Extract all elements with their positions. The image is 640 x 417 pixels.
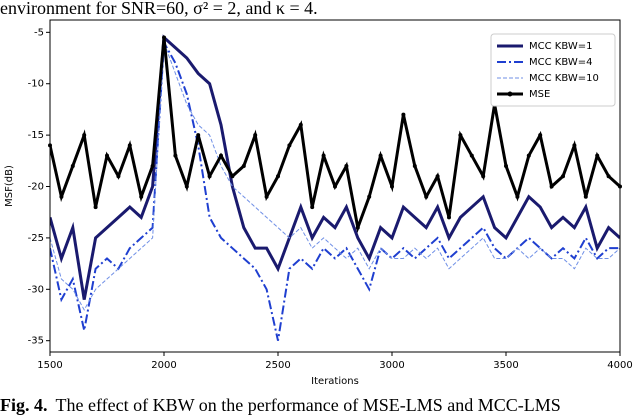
legend-marker bbox=[507, 91, 513, 97]
series-marker bbox=[82, 133, 87, 138]
series-marker bbox=[606, 174, 611, 179]
series-marker bbox=[344, 163, 349, 168]
series-marker bbox=[207, 174, 212, 179]
series-marker bbox=[504, 163, 508, 168]
series-marker bbox=[549, 184, 554, 189]
series-line bbox=[50, 34, 620, 300]
x-tick-label: 2000 bbox=[151, 360, 176, 371]
series-marker bbox=[93, 205, 98, 210]
series-marker bbox=[59, 194, 64, 199]
series-marker bbox=[321, 153, 326, 158]
series-marker bbox=[572, 143, 577, 148]
caption-text: The effect of KBW on the performance of … bbox=[56, 395, 561, 415]
series-line bbox=[50, 39, 620, 341]
plot-frame bbox=[49, 19, 621, 353]
y-tick-label: -25 bbox=[28, 233, 44, 244]
series-marker bbox=[561, 174, 565, 179]
series-marker bbox=[458, 133, 463, 138]
x-tick-label: 2500 bbox=[265, 360, 290, 371]
series-marker bbox=[253, 133, 258, 138]
legend-label: MSE bbox=[529, 89, 550, 100]
series-marker bbox=[390, 184, 394, 189]
series-marker bbox=[367, 194, 372, 199]
series-marker bbox=[105, 153, 109, 158]
series-marker bbox=[310, 205, 315, 210]
series-marker bbox=[355, 225, 360, 230]
x-tick-label: 4000 bbox=[607, 360, 632, 371]
series-marker bbox=[287, 143, 292, 148]
series-marker bbox=[150, 163, 155, 168]
series-marker bbox=[412, 163, 417, 168]
series-marker bbox=[139, 194, 144, 199]
series-marker bbox=[184, 184, 189, 189]
series-marker bbox=[526, 153, 531, 158]
caption-label: Fig. 4. bbox=[0, 395, 48, 415]
series-marker bbox=[424, 194, 429, 199]
y-tick-label: -30 bbox=[28, 284, 44, 295]
legend-label: MCC KBW=10 bbox=[529, 73, 599, 84]
y-tick-label: -20 bbox=[28, 182, 44, 193]
series-line bbox=[50, 42, 620, 311]
x-axis-label: Iterations bbox=[311, 376, 359, 387]
series-marker bbox=[127, 143, 132, 148]
series-marker bbox=[173, 153, 178, 158]
series-marker bbox=[401, 112, 406, 117]
series-marker bbox=[264, 194, 269, 199]
series-marker bbox=[219, 153, 223, 158]
series-marker bbox=[447, 215, 451, 220]
series-marker bbox=[276, 174, 280, 179]
legend-label: MCC KBW=4 bbox=[529, 57, 592, 68]
legend-label: MCC KBW=1 bbox=[529, 41, 592, 52]
series-marker bbox=[116, 174, 121, 179]
y-axis-label: MSF(dB) bbox=[4, 165, 15, 207]
series-marker bbox=[378, 153, 383, 158]
series-marker bbox=[162, 35, 166, 40]
y-tick-label: -10 bbox=[28, 79, 44, 90]
x-tick-label: 3000 bbox=[379, 360, 404, 371]
caption-top: environment for SNR=60, σ² = 2, and κ = … bbox=[0, 0, 318, 18]
series-marker bbox=[469, 153, 474, 158]
series-marker bbox=[196, 133, 201, 138]
series-marker bbox=[70, 163, 75, 168]
series-marker bbox=[515, 194, 520, 199]
series-marker bbox=[583, 194, 588, 199]
y-tick-label: -15 bbox=[28, 130, 44, 141]
series-marker bbox=[435, 174, 440, 179]
x-tick-label: 3500 bbox=[493, 360, 518, 371]
series-marker bbox=[481, 174, 486, 179]
x-tick-label: 1500 bbox=[37, 360, 62, 371]
y-tick-label: -35 bbox=[28, 336, 44, 347]
series-marker bbox=[230, 174, 235, 179]
series-marker bbox=[538, 133, 543, 138]
series-marker bbox=[241, 163, 246, 168]
series-marker bbox=[333, 184, 337, 189]
caption: Fig. 4. The effect of KBW on the performa… bbox=[0, 395, 561, 415]
y-tick-label: -5 bbox=[34, 27, 44, 38]
series-marker bbox=[298, 122, 303, 127]
series-marker bbox=[595, 153, 600, 158]
legend-box bbox=[490, 33, 616, 107]
